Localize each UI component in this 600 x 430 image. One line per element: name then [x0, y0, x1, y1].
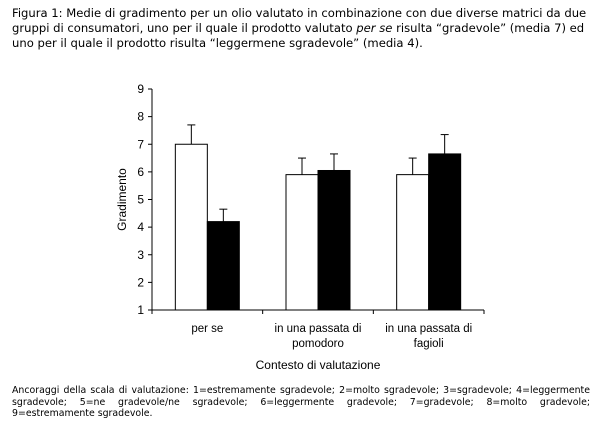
caption-text-1: Figura 1: Medie di gradimento per un oli…: [12, 6, 587, 35]
y-tick-label: 4: [137, 220, 144, 234]
x-category-label: per se: [191, 323, 223, 335]
bar-series2-cat1: [206, 221, 240, 311]
bar-series1-cat2: [285, 174, 319, 311]
bar-series2-cat2: [317, 169, 351, 311]
x-category-label: fagioli: [414, 338, 444, 350]
x-category-label: in una passata di: [275, 323, 362, 335]
bar-series1-cat3: [396, 174, 430, 311]
x-category-label: in una passata di: [385, 323, 472, 335]
bar-series1-cat1: [174, 143, 208, 311]
y-axis-title: Gradimento: [115, 168, 129, 231]
y-tick-label: 6: [137, 165, 144, 179]
y-tick-label: 1: [137, 303, 144, 317]
y-tick-label: 9: [137, 82, 144, 96]
y-tick-label: 7: [137, 137, 144, 151]
bar-chart: 1 2 3 4 5 6 7 8 9 per se in una passata di pomodoro…: [115, 82, 485, 372]
y-tick-label: 2: [137, 275, 144, 289]
caption-italic: per se: [356, 21, 393, 35]
bar-series2-cat3: [428, 153, 462, 311]
scale-footnote: Ancoraggi della scala di valutazione: 1=…: [12, 385, 590, 419]
caption-text-2: risulta “gradevole” (media 7) ed uno per…: [12, 21, 585, 50]
y-tick-label: 8: [137, 110, 144, 124]
x-axis-title: Contesto di valutazione: [256, 358, 381, 372]
y-tick-label: 5: [137, 193, 144, 207]
y-tick-label: 3: [137, 248, 144, 262]
x-category-label: pomodoro: [292, 338, 344, 350]
figure-caption: Figura 1: Medie di gradimento per un oli…: [12, 6, 592, 51]
